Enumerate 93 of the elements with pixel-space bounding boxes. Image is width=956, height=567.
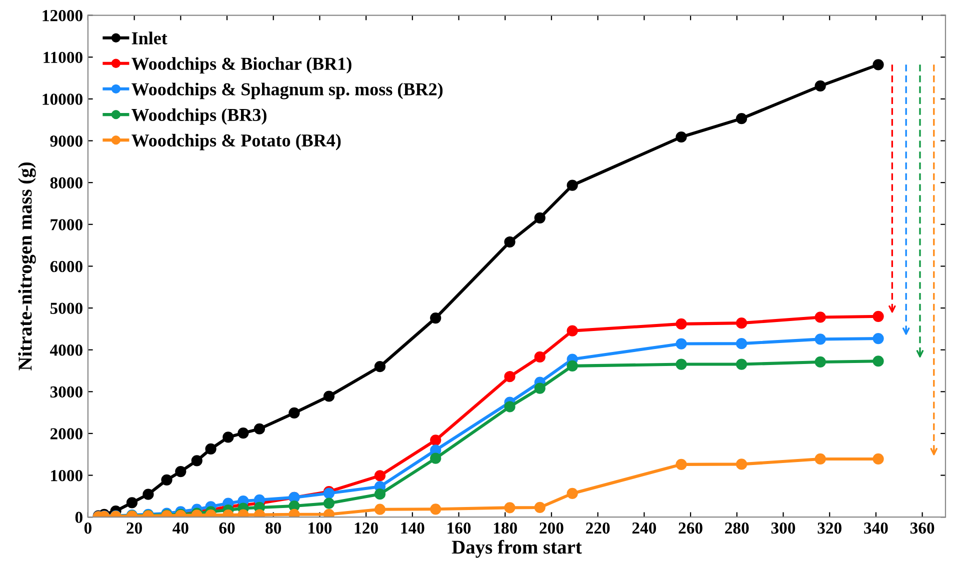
point — [534, 502, 546, 514]
y-tick-label: 0 — [75, 512, 82, 524]
y-tick-label: 12000 — [42, 10, 82, 22]
y-tick-label: 4000 — [50, 344, 82, 356]
point — [736, 358, 748, 370]
point — [126, 497, 138, 508]
point — [323, 390, 335, 402]
legend-label: Woodchips (BR3) — [132, 108, 266, 125]
y-tick-label: 3000 — [50, 386, 82, 398]
point — [430, 452, 442, 464]
x-tick-label: 60 — [219, 522, 235, 534]
x-axis-title: Days from start — [452, 540, 582, 558]
point — [430, 504, 442, 515]
point — [534, 212, 546, 224]
y-tick-label: 2000 — [50, 428, 82, 440]
point — [374, 488, 386, 500]
point — [872, 310, 884, 322]
point — [814, 356, 826, 368]
y-tick-label: 8000 — [50, 177, 82, 189]
legend-label: Woodchips & Sphagnum sp. moss (BR2) — [132, 82, 443, 100]
legend-label: Inlet — [132, 32, 168, 44]
point — [676, 318, 687, 330]
x-tick-label: 20 — [126, 522, 142, 534]
point — [566, 488, 578, 500]
x-tick-label: 320 — [818, 522, 842, 534]
x-tick-label: 220 — [586, 522, 610, 534]
point — [504, 502, 516, 514]
y-tick-label: 9000 — [50, 135, 82, 147]
point — [323, 498, 335, 509]
point — [222, 432, 234, 443]
point — [814, 80, 826, 92]
y-tick-label: 7000 — [50, 219, 82, 230]
point — [430, 434, 442, 446]
point — [374, 504, 386, 515]
point — [191, 455, 202, 466]
point — [374, 470, 386, 482]
point — [205, 443, 216, 454]
x-tick-label: 160 — [448, 522, 471, 534]
point — [872, 453, 884, 465]
point — [872, 332, 884, 344]
y-tick-label: 6000 — [50, 260, 82, 272]
point — [676, 338, 687, 350]
point — [534, 351, 546, 363]
x-tick-label: 200 — [540, 522, 564, 534]
y-axis-title: Nitrate-nitrogen mass (g) — [18, 162, 36, 370]
point — [814, 312, 826, 323]
y-tick-label: 1000 — [51, 470, 82, 482]
point — [374, 361, 386, 372]
y-tick-label: 10000 — [42, 94, 82, 105]
point — [736, 458, 748, 470]
x-tick-label: 300 — [771, 522, 796, 534]
point — [566, 180, 578, 191]
point — [430, 312, 442, 324]
point — [736, 113, 748, 124]
point — [504, 371, 516, 382]
x-tick-label: 80 — [266, 522, 282, 534]
point — [872, 356, 884, 367]
x-tick-label: 260 — [678, 522, 702, 534]
point — [814, 334, 826, 345]
point — [566, 325, 578, 336]
point — [238, 427, 249, 439]
x-tick-label: 0 — [84, 522, 92, 534]
point — [504, 401, 516, 412]
legend-label: Woodchips & Potato (BR4) — [132, 134, 341, 150]
point — [175, 466, 186, 478]
point — [736, 318, 748, 329]
x-tick-label: 280 — [725, 522, 749, 534]
x-tick-label: 120 — [354, 522, 378, 534]
point — [504, 236, 516, 248]
x-tick-label: 340 — [864, 522, 888, 534]
point — [676, 358, 687, 370]
point — [142, 488, 154, 500]
point — [288, 407, 300, 419]
x-tick-label: 40 — [172, 522, 188, 534]
point — [161, 474, 172, 486]
point — [288, 508, 300, 518]
x-tick-label: 360 — [910, 522, 934, 534]
point — [566, 360, 578, 372]
legend-label: Woodchips & Biochar (BR1) — [132, 57, 352, 74]
point — [676, 458, 687, 470]
x-tick-label: 240 — [632, 522, 656, 534]
x-tick-label: 140 — [401, 522, 424, 534]
point — [323, 508, 335, 518]
point — [736, 338, 748, 350]
y-tick-label: 5000 — [50, 302, 82, 314]
x-tick-label: 100 — [308, 522, 332, 534]
point — [872, 59, 884, 70]
x-tick-label: 180 — [494, 522, 517, 534]
point — [814, 453, 826, 465]
point — [534, 382, 546, 394]
point — [676, 131, 687, 143]
point — [254, 423, 266, 434]
y-tick-label: 11000 — [44, 52, 82, 64]
